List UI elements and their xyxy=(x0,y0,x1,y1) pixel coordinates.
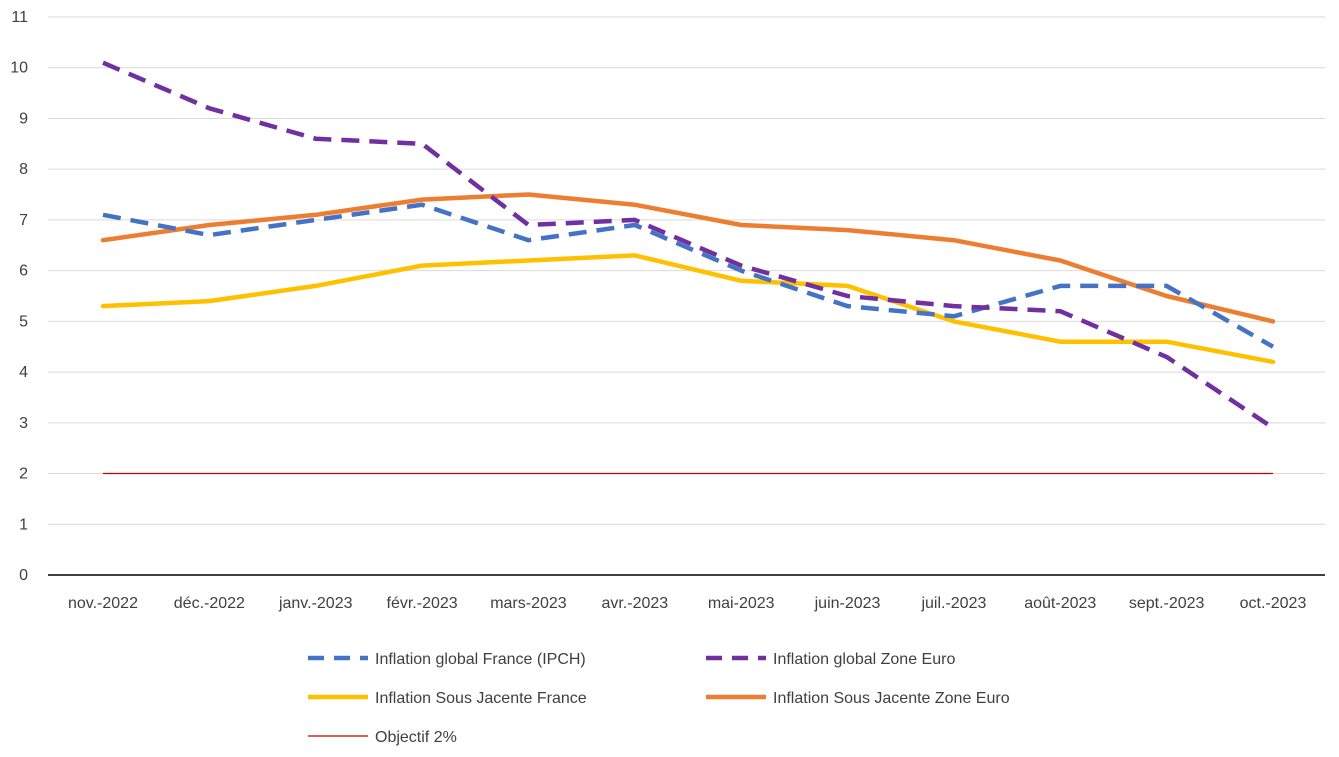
legend-label: Inflation global Zone Euro xyxy=(773,651,955,668)
y-tick-label: 2 xyxy=(19,466,28,483)
series-line-1 xyxy=(102,60,1275,430)
legend-label: Inflation Sous Jacente Zone Euro xyxy=(773,690,1010,707)
y-tick-label: 6 xyxy=(19,263,28,280)
y-tick-label: 1 xyxy=(19,516,28,533)
x-tick-label: déc.-2022 xyxy=(174,595,245,612)
x-tick-label: févr.-2023 xyxy=(387,595,458,612)
x-tick-label: juil.-2023 xyxy=(920,595,986,612)
series-lines xyxy=(100,60,1276,475)
y-tick-label: 8 xyxy=(19,161,28,178)
legend-label: Inflation global France (IPCH) xyxy=(375,651,586,668)
legend-item: Inflation Sous Jacente France xyxy=(308,690,587,707)
legend-label: Inflation Sous Jacente France xyxy=(375,690,587,707)
series-line-2 xyxy=(100,253,1276,365)
series-line-3 xyxy=(100,192,1276,324)
legend-item: Inflation Sous Jacente Zone Euro xyxy=(706,690,1010,707)
y-axis-ticks: 0 1 2 3 4 5 6 7 8 9 10 11 xyxy=(10,9,28,584)
y-tick-label: 9 xyxy=(19,110,28,127)
x-tick-label: mars-2023 xyxy=(490,595,567,612)
x-tick-label: août-2023 xyxy=(1024,595,1096,612)
x-tick-label: sept.-2023 xyxy=(1129,595,1205,612)
legend-item: Inflation global Zone Euro xyxy=(706,651,955,668)
x-tick-label: nov.-2022 xyxy=(68,595,138,612)
y-tick-label: 3 xyxy=(19,415,28,432)
y-tick-label: 5 xyxy=(19,313,28,330)
legend-item: Objectif 2% xyxy=(308,729,457,746)
x-axis-ticks: nov.-2022 déc.-2022 janv.-2023 févr.-2023 ma… xyxy=(68,595,1306,612)
x-tick-label: oct.-2023 xyxy=(1240,595,1307,612)
y-tick-label: 11 xyxy=(11,9,28,26)
gridlines xyxy=(48,16,1325,525)
series-line-0 xyxy=(102,202,1275,349)
y-tick-label: 4 xyxy=(19,364,28,381)
y-tick-label: 10 xyxy=(10,60,28,77)
legend-item: Inflation global France (IPCH) xyxy=(308,651,586,668)
x-tick-label: juin-2023 xyxy=(814,595,881,612)
x-tick-label: janv.-2023 xyxy=(278,595,353,612)
y-tick-label: 0 xyxy=(19,567,28,584)
x-tick-label: mai-2023 xyxy=(708,595,775,612)
y-tick-label: 7 xyxy=(19,212,28,229)
legend: Inflation global France (IPCH) Inflation … xyxy=(308,651,1010,746)
x-tick-label: avr.-2023 xyxy=(601,595,668,612)
legend-label: Objectif 2% xyxy=(375,729,457,746)
